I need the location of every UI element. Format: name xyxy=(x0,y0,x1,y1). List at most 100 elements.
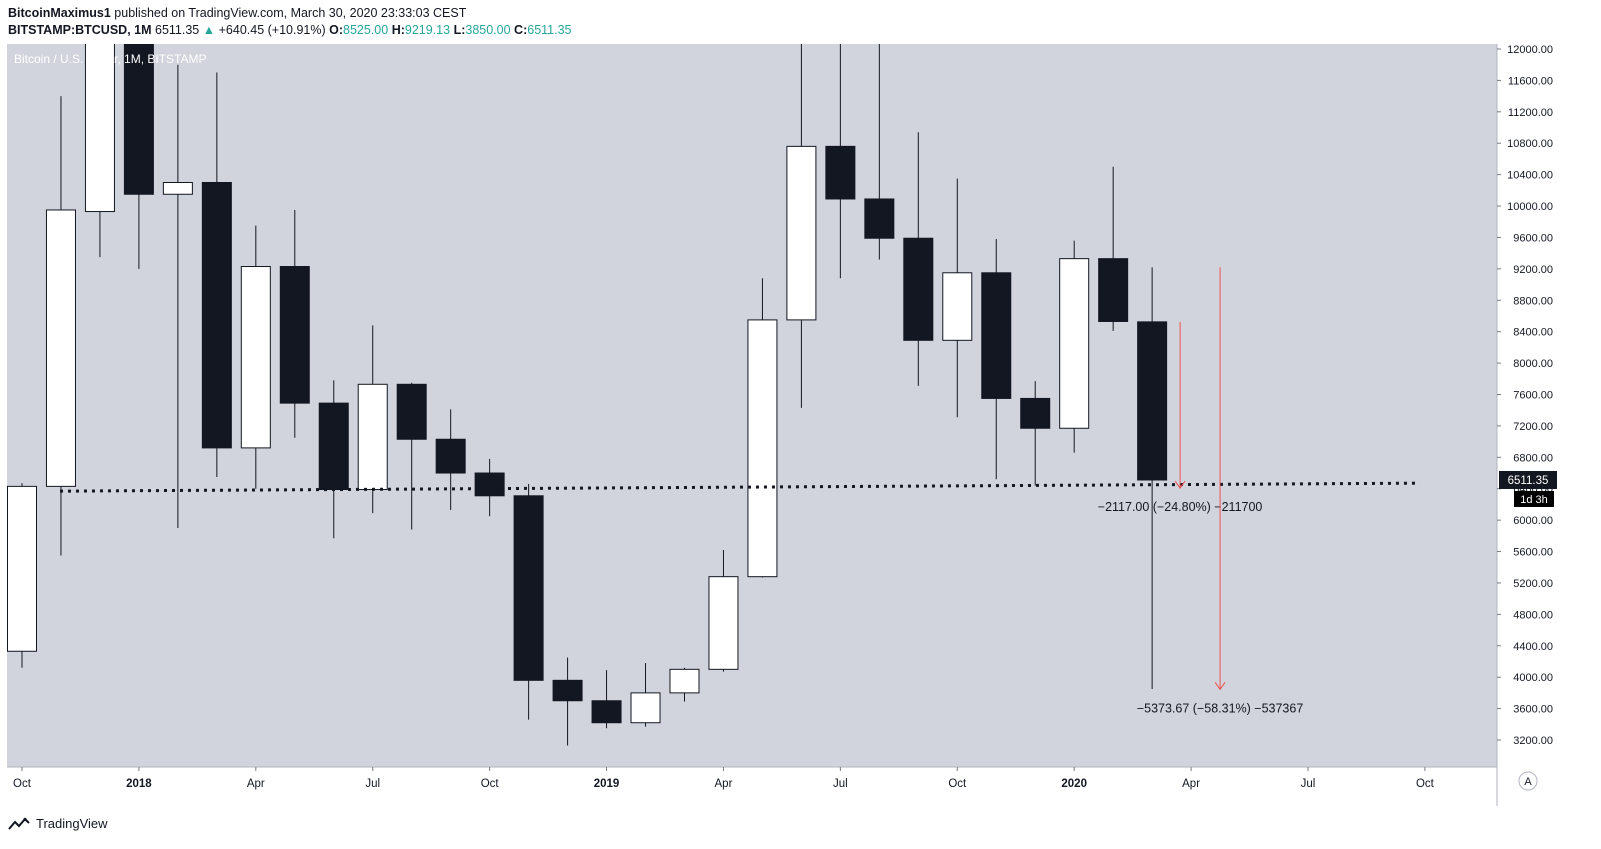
candle-body xyxy=(240,266,271,449)
candle-body xyxy=(864,198,895,239)
footer: TradingView xyxy=(0,806,1601,849)
candles-layer xyxy=(7,44,1168,746)
price-tick-label: 10000.00 xyxy=(1507,201,1553,213)
published-text: published on TradingView.com, March 30, … xyxy=(114,6,467,20)
price-tick-label: 6800.00 xyxy=(1513,452,1553,464)
candlestick-chart[interactable]: −2117.00 (−24.80%) −211700 −5373.67 (−58.… xyxy=(0,0,1601,806)
time-tick-label: 2019 xyxy=(594,778,620,790)
support-line xyxy=(59,481,1421,493)
price-tick-label: 11600.00 xyxy=(1508,75,1553,87)
price-tick-label: 4400.00 xyxy=(1513,641,1553,653)
candle-body xyxy=(201,181,232,449)
price-tick-label: 11200.00 xyxy=(1508,107,1553,119)
price-tick-label: 12000.00 xyxy=(1507,44,1553,56)
price-tick-label: 7200.00 xyxy=(1513,421,1553,433)
candle-body xyxy=(123,44,154,195)
time-tick-label: Oct xyxy=(481,778,500,790)
price-tick-label: 9600.00 xyxy=(1513,232,1553,244)
axis-corner xyxy=(1497,767,1601,806)
time-tick-label: Apr xyxy=(247,778,265,790)
price-tick-label: 3200.00 xyxy=(1513,735,1553,747)
candle-body xyxy=(903,237,934,341)
publish-info: BitcoinMaximus1 published on TradingView… xyxy=(8,6,466,20)
candle-body xyxy=(708,576,739,670)
tradingview-logo-icon xyxy=(8,817,30,830)
time-tick-label: Jul xyxy=(833,778,848,790)
time-tick-label: Apr xyxy=(715,778,733,790)
auto-scale-button[interactable] xyxy=(1518,771,1538,791)
candle-body xyxy=(162,181,193,195)
candle-body xyxy=(513,495,544,681)
candle-body xyxy=(7,485,37,652)
tradingview-brand[interactable]: TradingView xyxy=(8,816,108,831)
price-tick-label: 6000.00 xyxy=(1513,515,1553,527)
brand-name: TradingView xyxy=(36,816,108,831)
price-tick-label: 3600.00 xyxy=(1513,704,1553,716)
candle-body xyxy=(981,272,1012,399)
price-tick-label: 9200.00 xyxy=(1513,264,1553,276)
candle-body xyxy=(747,319,778,578)
open-value: 8525.00 xyxy=(343,23,389,37)
author-name[interactable]: BitcoinMaximus1 xyxy=(8,6,111,20)
chart-header: BitcoinMaximus1 published on TradingView… xyxy=(0,0,1601,44)
candle-body xyxy=(84,44,115,213)
high-value: 9219.13 xyxy=(404,23,451,37)
candle-body xyxy=(357,383,388,491)
drawings-layer: −2117.00 (−24.80%) −211700 −5373.67 (−58.… xyxy=(59,267,1421,715)
last-price: 6511.35 xyxy=(155,23,200,37)
low-value: 3850.00 xyxy=(465,23,511,37)
price-tick-label: 4800.00 xyxy=(1513,609,1553,621)
time-tick-label: Jul xyxy=(1301,778,1316,790)
candle-body xyxy=(552,679,583,702)
measure-label: −5373.67 (−58.31%) −537367 xyxy=(1137,701,1304,715)
auto-scale-label: A xyxy=(1524,776,1532,788)
time-axis-bg xyxy=(7,767,1497,806)
price-tick-label: 8000.00 xyxy=(1513,358,1553,370)
ohlc-legend: BITSTAMP:BTCUSD, 1M 6511.35 ▲ +640.45 (+… xyxy=(8,23,572,37)
candle-body xyxy=(435,438,466,474)
arrow-head xyxy=(1174,480,1186,489)
close-label: C: xyxy=(514,23,528,37)
high-label: H: xyxy=(391,23,405,37)
candle-body xyxy=(786,145,817,321)
candle-body xyxy=(942,272,973,341)
candle-body xyxy=(279,266,310,404)
price-tick-label: 5600.00 xyxy=(1513,547,1553,559)
price-tick-label: 8400.00 xyxy=(1513,327,1553,339)
symbol-label[interactable]: BITSTAMP:BTCUSD, 1M xyxy=(8,23,152,37)
price-tick-label: 10800.00 xyxy=(1507,138,1553,150)
candle-body xyxy=(45,209,76,487)
candle-body xyxy=(1098,258,1129,322)
candle-body xyxy=(1137,321,1168,481)
price-change: +640.45 (+10.91%) xyxy=(218,23,326,37)
price-axis-bg xyxy=(1497,44,1601,767)
price-tick-label: 7600.00 xyxy=(1513,390,1553,402)
price-tick-label: 8800.00 xyxy=(1513,295,1553,307)
candle-body xyxy=(825,145,856,200)
time-tick-label: Oct xyxy=(948,778,967,790)
close-value: 6511.35 xyxy=(527,23,572,37)
measure-label: −2117.00 (−24.80%) −211700 xyxy=(1098,500,1263,514)
countdown-tag xyxy=(1514,490,1554,507)
open-label: O: xyxy=(329,23,344,37)
arrow-head xyxy=(1214,682,1226,691)
candle-body xyxy=(396,383,427,440)
time-tick-label: 2020 xyxy=(1061,778,1087,790)
price-tick-label: 4000.00 xyxy=(1513,672,1553,684)
countdown-label: 1d 3h xyxy=(1520,494,1548,506)
time-tick-label: Oct xyxy=(13,778,32,790)
price-axis[interactable]: 3200.00 3600.00 4000.00 4400.00 4800.00 5200.… xyxy=(1496,44,1601,767)
price-tick-label: 5200.00 xyxy=(1513,578,1553,590)
time-axis[interactable]: Oct 2018 Apr Jul Oct 2019 Apr Jul Oct 2020 Apr Jul O… xyxy=(7,766,1601,806)
time-tick-label: Apr xyxy=(1182,778,1200,790)
candle-body xyxy=(318,402,349,491)
candle-body xyxy=(474,472,505,497)
time-tick-label: Jul xyxy=(365,778,380,790)
time-tick-label: 2018 xyxy=(126,778,152,790)
time-tick-label: Oct xyxy=(1416,778,1435,790)
last-price-tag xyxy=(1499,470,1557,489)
change-up-icon: ▲ xyxy=(202,23,216,37)
price-tick-label: 10400.00 xyxy=(1507,170,1553,182)
candle-body xyxy=(669,668,700,694)
candle-body xyxy=(591,700,622,724)
